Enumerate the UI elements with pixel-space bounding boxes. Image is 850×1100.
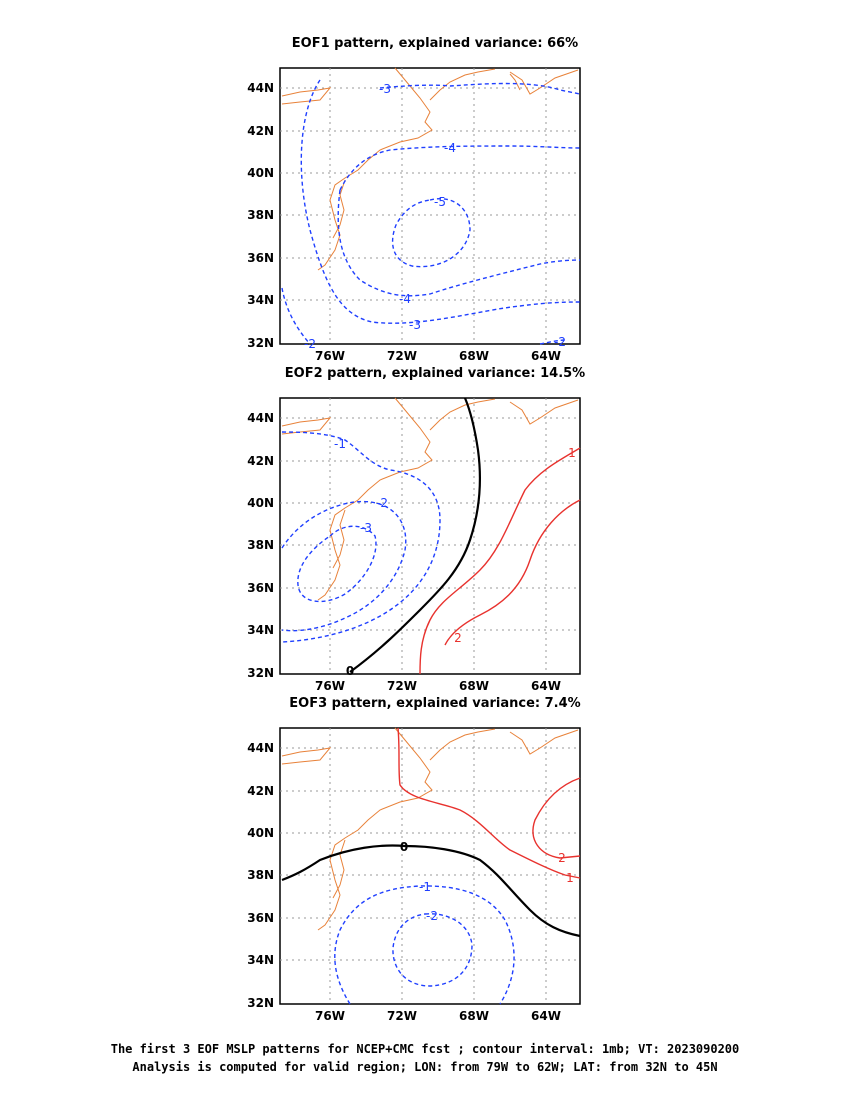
svg-text:76W: 76W <box>315 1009 345 1020</box>
lat-label-42n: 42N <box>247 124 274 138</box>
coastline <box>281 727 579 931</box>
svg-text:34N: 34N <box>247 623 274 637</box>
lat-label-38n: 38N <box>247 208 274 222</box>
svg-text:-3: -3 <box>379 82 391 96</box>
footer-line-2: Analysis is computed for valid region; L… <box>132 1060 718 1074</box>
map-frame <box>279 397 581 675</box>
coastline <box>281 397 579 601</box>
lon-labels: 76W 72W 68W 64W <box>315 1009 561 1020</box>
eof3-map: 0 -1 -2 1 2 44N 42N 40N 38N 36N 34N 32N … <box>247 727 581 1020</box>
svg-text:72W: 72W <box>387 1009 417 1020</box>
svg-text:68W: 68W <box>459 679 489 690</box>
svg-text:38N: 38N <box>247 538 274 552</box>
lat-labels: 44N 42N 40N 38N 36N 34N 32N <box>247 411 274 680</box>
svg-text:32N: 32N <box>247 996 274 1010</box>
contour-labels: -1 -2 -3 0 1 2 <box>334 437 576 678</box>
svg-text:42N: 42N <box>247 454 274 468</box>
eof1-map: -3 -4 -5 -4 -3 -2 -2 44N 42N 40N 38N 36N… <box>247 67 581 360</box>
svg-text:-2: -2 <box>554 335 566 349</box>
svg-text:34N: 34N <box>247 953 274 967</box>
panel-2-title: EOF2 pattern, explained variance: 14.5% <box>284 366 586 381</box>
lon-label-76w: 76W <box>315 349 345 360</box>
lat-labels: 44N 42N 40N 38N 36N 34N 32N <box>247 741 274 1010</box>
map-frame <box>279 727 581 1005</box>
svg-text:64W: 64W <box>531 679 561 690</box>
svg-text:36N: 36N <box>247 911 274 925</box>
contour-labels: -3 -4 -5 -4 -3 -2 -2 <box>304 82 566 351</box>
positive-contours <box>419 447 581 675</box>
map-frame <box>279 67 581 345</box>
positive-contours <box>397 727 581 879</box>
svg-text:38N: 38N <box>247 868 274 882</box>
lat-label-44n: 44N <box>247 81 274 95</box>
svg-text:32N: 32N <box>247 666 274 680</box>
svg-text:76W: 76W <box>315 679 345 690</box>
svg-text:72W: 72W <box>387 679 417 690</box>
lon-labels: 76W 72W 68W 64W <box>315 349 561 360</box>
svg-text:-3: -3 <box>409 318 421 332</box>
svg-text:-2: -2 <box>304 337 316 351</box>
svg-text:68W: 68W <box>459 1009 489 1020</box>
svg-text:-4: -4 <box>399 292 411 306</box>
svg-text:44N: 44N <box>247 741 274 755</box>
lon-labels: 76W 72W 68W 64W <box>315 679 561 690</box>
lon-label-68w: 68W <box>459 349 489 360</box>
zero-contour <box>349 397 482 673</box>
lat-label-32n: 32N <box>247 336 274 350</box>
svg-text:-1: -1 <box>419 880 431 894</box>
svg-text:0: 0 <box>346 664 354 678</box>
panel-1-title: EOF1 pattern, explained variance: 66% <box>291 36 579 51</box>
svg-text:0: 0 <box>400 840 408 854</box>
negative-contours <box>334 885 515 1005</box>
lat-label-34n: 34N <box>247 293 274 307</box>
svg-text:44N: 44N <box>247 411 274 425</box>
lat-labels: 44N 42N 40N 38N 36N 34N 32N <box>247 81 274 350</box>
svg-text:40N: 40N <box>247 496 274 510</box>
footer-line-1: The first 3 EOF MSLP patterns for NCEP+C… <box>110 1042 740 1056</box>
svg-text:-1: -1 <box>334 437 346 451</box>
panel-3-title: EOF3 pattern, explained variance: 7.4% <box>289 696 581 711</box>
svg-text:64W: 64W <box>531 1009 561 1020</box>
svg-text:-2: -2 <box>426 909 438 923</box>
svg-text:-3: -3 <box>360 521 372 535</box>
eof2-map: -1 -2 -3 0 1 2 44N 42N 40N 38N 36N 34N 3… <box>247 397 581 690</box>
lon-label-72w: 72W <box>387 349 417 360</box>
svg-text:-5: -5 <box>434 195 446 209</box>
svg-text:40N: 40N <box>247 826 274 840</box>
lon-label-64w: 64W <box>531 349 561 360</box>
contours <box>281 79 581 345</box>
svg-text:42N: 42N <box>247 784 274 798</box>
svg-text:-4: -4 <box>444 141 456 155</box>
svg-text:36N: 36N <box>247 581 274 595</box>
negative-contours <box>281 431 441 643</box>
zero-contour <box>281 844 581 938</box>
lat-label-40n: 40N <box>247 166 274 180</box>
svg-text:-2: -2 <box>376 496 388 510</box>
svg-text:2: 2 <box>558 851 566 865</box>
lat-label-36n: 36N <box>247 251 274 265</box>
contour-labels: 0 -1 -2 1 2 <box>400 840 574 923</box>
svg-text:1: 1 <box>566 871 574 885</box>
svg-text:2: 2 <box>454 631 462 645</box>
svg-text:1: 1 <box>568 446 576 460</box>
